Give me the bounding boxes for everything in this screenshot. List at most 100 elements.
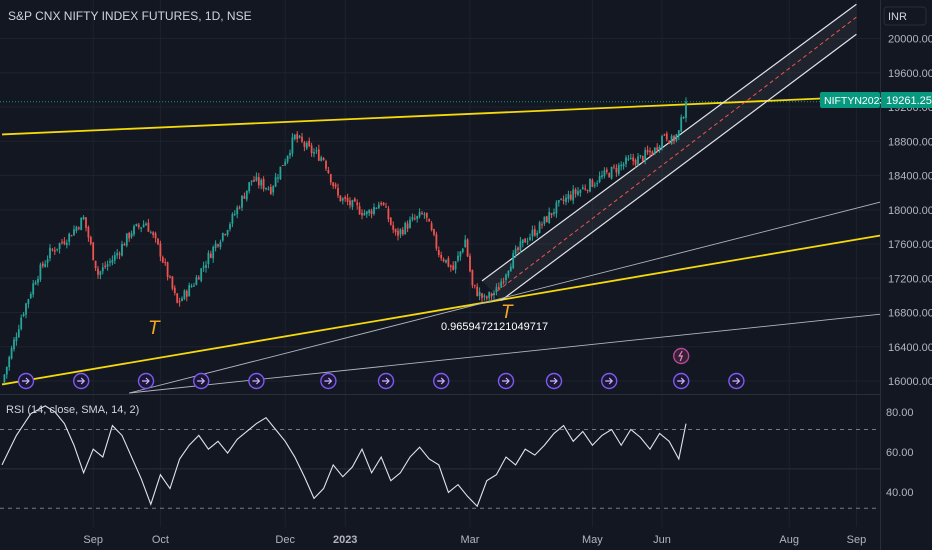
candle-body xyxy=(104,265,107,268)
rsi-line xyxy=(1,405,687,508)
candle-body xyxy=(497,287,500,290)
candle-body xyxy=(605,169,608,172)
candle-body xyxy=(337,187,339,196)
candle-body xyxy=(685,101,687,118)
price-tick-label: 20000.00 xyxy=(888,34,932,46)
lower-support-line[interactable] xyxy=(1,234,881,386)
candle-body xyxy=(572,189,575,201)
candle-body xyxy=(303,142,306,147)
candle-body xyxy=(653,147,656,154)
candle-body xyxy=(370,210,373,215)
candle-body xyxy=(351,200,354,207)
candle-body xyxy=(293,134,296,140)
candle-body xyxy=(545,216,548,223)
candle-body xyxy=(466,239,469,257)
channel-lower-line[interactable] xyxy=(500,33,857,302)
candle-body xyxy=(152,232,155,236)
price-tick-label: 17200.00 xyxy=(888,273,932,285)
candle-body xyxy=(428,218,431,222)
candle-body xyxy=(51,249,54,251)
candle-body xyxy=(245,190,248,200)
upper-resistance-line[interactable] xyxy=(1,94,881,136)
candle-body xyxy=(94,260,97,269)
candle-body xyxy=(236,207,239,215)
candle-body xyxy=(502,281,505,283)
price-tick-label: 18400.00 xyxy=(888,171,932,183)
candle-body xyxy=(461,248,464,252)
candle-body xyxy=(637,156,639,166)
candle-body xyxy=(543,216,546,224)
candle-body xyxy=(680,117,683,132)
candle-body xyxy=(85,217,87,228)
candle-body xyxy=(632,157,635,162)
series-name-tag xyxy=(820,92,880,108)
candle-body xyxy=(164,262,167,264)
event-markers[interactable] xyxy=(17,347,745,390)
candle-body xyxy=(579,189,582,193)
candle-body xyxy=(593,184,596,186)
candle-body xyxy=(382,202,385,206)
candle-body xyxy=(149,232,152,234)
candle-body xyxy=(77,227,80,229)
candle-body xyxy=(469,255,471,272)
candle-body xyxy=(442,259,445,262)
candle-body xyxy=(557,200,560,203)
candle-body xyxy=(670,135,673,144)
candle-body xyxy=(56,248,59,250)
candle-body xyxy=(109,261,111,263)
candle-body xyxy=(53,250,56,252)
candle-body xyxy=(397,230,399,236)
currency-label: INR xyxy=(888,11,907,23)
candle-body xyxy=(569,194,572,200)
arrow-icon xyxy=(550,377,558,385)
candle-body xyxy=(565,197,567,202)
arrow-icon xyxy=(437,377,446,385)
t-label-right: T xyxy=(501,302,514,323)
fan-1-line[interactable] xyxy=(129,201,881,394)
arrow-icon xyxy=(502,377,510,385)
candle-body xyxy=(130,233,133,237)
candle-body xyxy=(584,188,587,190)
candle-body xyxy=(363,212,366,216)
candle-body xyxy=(253,179,255,182)
candles xyxy=(3,97,687,384)
arrow-icon xyxy=(382,377,390,385)
candle-body xyxy=(449,265,452,268)
arrow-icon xyxy=(324,377,333,385)
candle-body xyxy=(209,253,212,258)
candle-body xyxy=(133,226,135,235)
price-tick-label: 16400.00 xyxy=(888,342,932,354)
price-tick-label: 17600.00 xyxy=(888,239,932,251)
drawings xyxy=(1,3,881,394)
candle-body xyxy=(197,277,200,280)
candle-body xyxy=(305,142,308,149)
candle-body xyxy=(224,234,227,236)
candle-body xyxy=(344,196,347,199)
candle-body xyxy=(368,210,371,214)
candle-body xyxy=(507,270,510,276)
time-tick-label: Dec xyxy=(275,534,295,546)
candle-body xyxy=(63,241,66,244)
candle-body xyxy=(627,158,630,160)
candle-body xyxy=(358,206,361,215)
arrow-icon xyxy=(605,377,614,385)
candle-body xyxy=(646,149,649,153)
candle-body xyxy=(399,229,402,235)
candle-body xyxy=(577,191,579,195)
candle-body xyxy=(445,259,447,263)
candle-body xyxy=(533,229,536,236)
candle-body xyxy=(89,236,92,244)
candle-body xyxy=(37,279,39,283)
candle-body xyxy=(375,207,378,209)
candle-body xyxy=(286,155,289,162)
candle-body xyxy=(128,232,131,239)
candle-body xyxy=(80,217,83,231)
price-tick-label: 18000.00 xyxy=(888,205,932,217)
candle-body xyxy=(39,264,42,280)
candle-body xyxy=(221,233,224,241)
rsi-label[interactable]: RSI (14, close, SMA, 14, 2) xyxy=(6,404,139,416)
candle-body xyxy=(145,223,147,226)
currency-box[interactable] xyxy=(883,6,927,26)
